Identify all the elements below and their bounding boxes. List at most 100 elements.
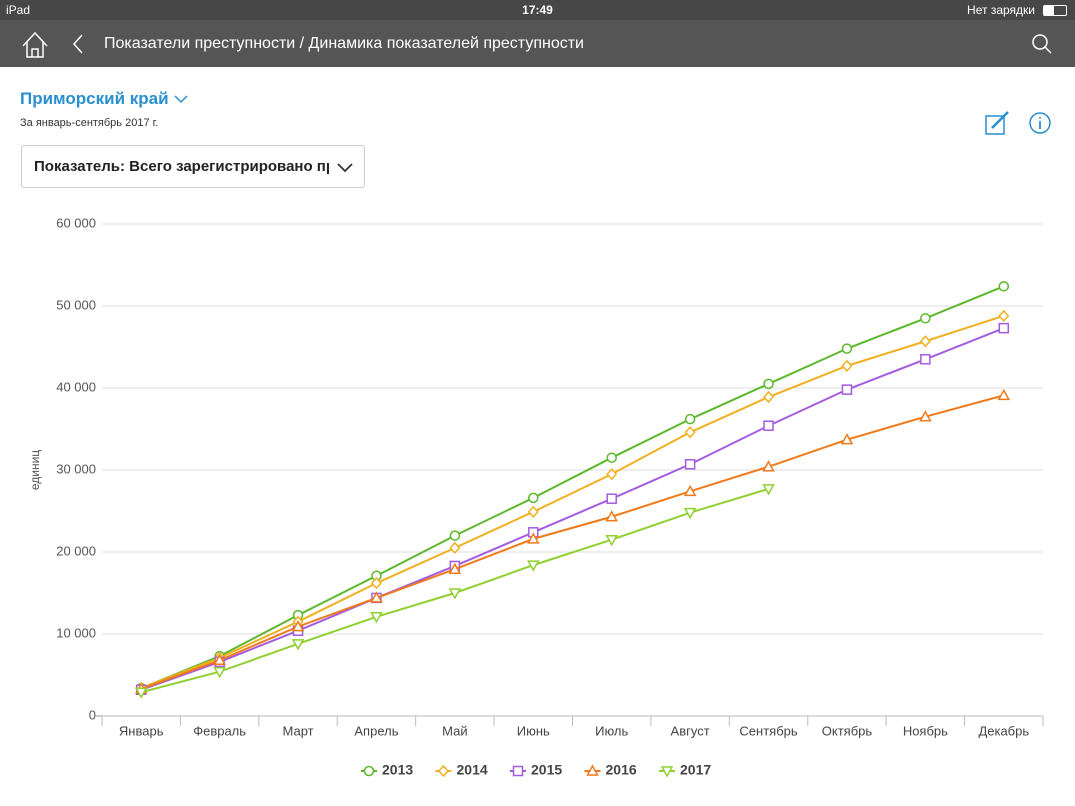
x-tick-label: Март — [282, 723, 313, 738]
point — [370, 577, 382, 590]
y-tick-label: 10 000 — [56, 625, 96, 640]
point — [919, 410, 932, 422]
y-axis-label: единиц — [28, 450, 42, 490]
legend-marker — [586, 764, 599, 776]
point — [840, 433, 854, 445]
chevron — [174, 95, 188, 104]
legend-label: 2016 — [606, 762, 637, 778]
point — [213, 666, 226, 679]
point — [841, 384, 853, 395]
point — [448, 562, 462, 574]
point — [528, 492, 539, 504]
point — [606, 452, 617, 463]
legend-label: 2015 — [531, 762, 562, 778]
period: За январь-сентябрь 2017 г. — [20, 117, 159, 129]
x-tick-label: Июнь — [517, 723, 550, 738]
x-tick-label: Декабрь — [978, 723, 1029, 738]
point — [527, 560, 540, 572]
x-tick-label: Август — [671, 723, 710, 738]
chart: единиц 0 10 000 20 000 30 000 40 000 50 000 60… — [28, 215, 1044, 778]
point — [213, 653, 226, 665]
x-tick-label: Май — [442, 723, 467, 738]
chevron — [337, 163, 353, 173]
point — [449, 530, 461, 541]
search-button[interactable] — [1032, 34, 1052, 54]
legend-label: 2017 — [680, 762, 711, 778]
point — [998, 309, 1010, 322]
point — [606, 493, 617, 504]
y-tick-label: 50 000 — [56, 297, 96, 312]
x-tick-label: Апрель — [354, 723, 398, 738]
point — [762, 460, 775, 472]
region-select[interactable]: Приморский край — [20, 89, 189, 109]
point — [605, 534, 618, 547]
x-tick-label: Июль — [595, 723, 628, 738]
x-tick-label: Февраль — [193, 723, 246, 738]
legend-marker — [512, 765, 524, 777]
x-tick-label: Сентябрь — [739, 723, 797, 738]
point — [449, 541, 461, 555]
point — [370, 591, 383, 603]
x-tick-label: Январь — [119, 723, 164, 738]
point — [841, 359, 853, 372]
status-bar: iPad 17:49 Нет зарядки — [0, 0, 1075, 20]
header-icons — [985, 111, 1051, 135]
legend-label: 2013 — [382, 762, 413, 778]
point — [684, 459, 696, 470]
point — [920, 354, 931, 365]
point — [997, 388, 1011, 401]
line — [140, 285, 1005, 690]
indicator-select[interactable]: Показатель: Всего зарегистрировано пр — [21, 145, 365, 188]
point — [762, 484, 775, 496]
point — [763, 390, 775, 404]
point — [683, 484, 697, 497]
device: iPad — [6, 3, 31, 17]
point — [763, 378, 774, 390]
point — [527, 505, 539, 518]
y-tick-label: 30 000 — [56, 461, 96, 476]
home-button[interactable] — [22, 31, 48, 58]
battery-icon — [1043, 5, 1067, 16]
point — [370, 612, 383, 624]
x-tick-label: Ноябрь — [903, 723, 948, 738]
point — [920, 313, 931, 324]
point — [606, 467, 618, 481]
nav-title: Показатели преступности / Динамика показ… — [104, 35, 584, 52]
point — [291, 620, 305, 632]
y-tick-label: 20 000 — [56, 543, 96, 558]
point — [763, 420, 774, 431]
legend-marker — [660, 766, 674, 778]
legend-marker — [437, 764, 450, 778]
point — [684, 426, 696, 439]
legend-marker — [363, 765, 375, 777]
nav-icons — [22, 31, 1052, 58]
region: Приморский край — [20, 89, 169, 108]
legend-label: 2014 — [457, 762, 488, 778]
point — [841, 343, 853, 354]
point — [919, 335, 931, 348]
x-tick-label: Октябрь — [822, 723, 873, 738]
point — [605, 510, 618, 522]
point — [998, 281, 1010, 292]
edit-button[interactable] — [985, 111, 1009, 135]
point — [527, 532, 540, 544]
point — [998, 322, 1010, 334]
line — [140, 314, 1005, 690]
y-tick-label: 0 — [89, 707, 96, 722]
nav-bar: Показатели преступности / Динамика показ… — [0, 20, 1075, 67]
y-tick-label: 40 000 — [56, 379, 96, 394]
point — [683, 507, 697, 520]
indicator: Показатель: Всего зарегистрировано пр — [34, 158, 329, 175]
y-tick-label: 60 000 — [56, 215, 96, 230]
back-button[interactable] — [72, 34, 83, 54]
line — [140, 327, 1005, 691]
point — [448, 588, 462, 600]
line — [140, 394, 1005, 690]
battery-text: Нет зарядки — [967, 3, 1035, 17]
time: 17:49 — [522, 3, 553, 17]
info-button[interactable] — [1029, 112, 1051, 134]
point — [134, 687, 148, 699]
point — [684, 413, 696, 425]
point — [291, 639, 305, 651]
